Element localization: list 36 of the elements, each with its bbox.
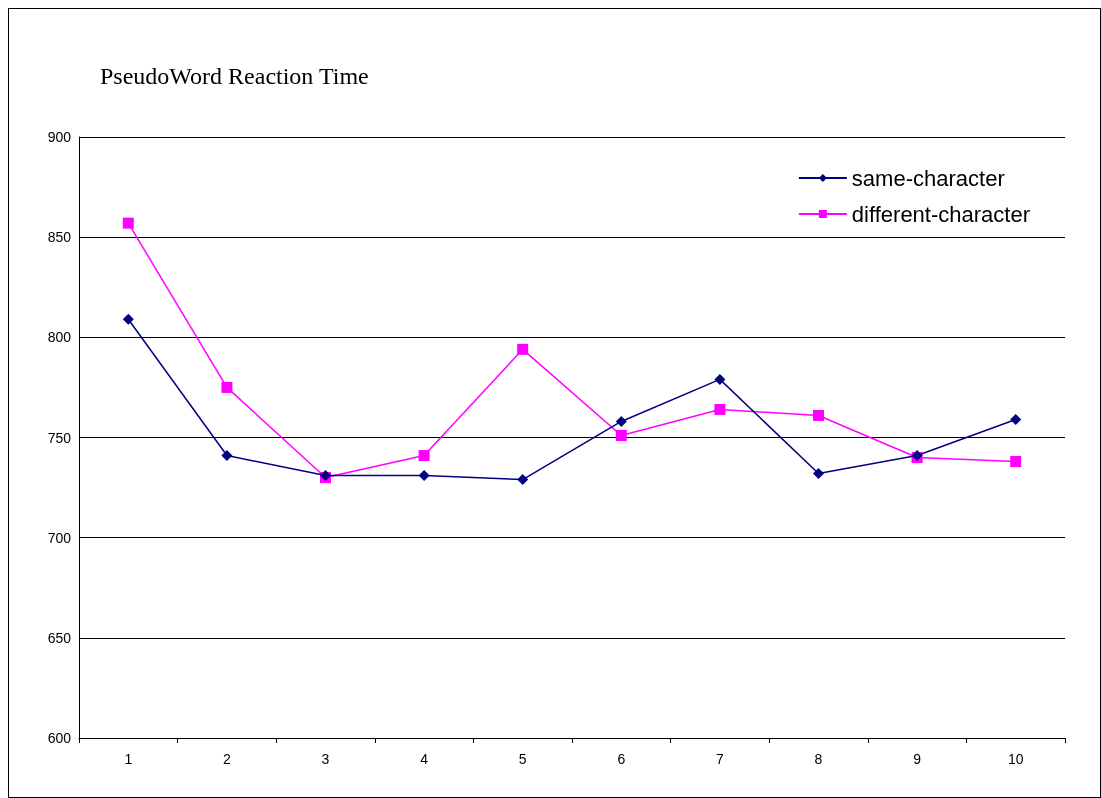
point (714, 373, 726, 385)
point (517, 343, 529, 355)
x-tick-label: 1 (124, 751, 133, 767)
y-tick-label: 650 (47, 629, 72, 646)
point (221, 381, 233, 393)
point (418, 470, 430, 482)
x-tick-label: 3 (321, 751, 330, 767)
point (122, 313, 134, 325)
x-tick-label: 4 (420, 751, 429, 767)
x-tick-label: 5 (518, 751, 527, 767)
point (221, 450, 233, 462)
point (1010, 456, 1022, 468)
x-tick-label: 6 (617, 751, 626, 767)
legend-label: same-character (851, 165, 1005, 191)
x-tick-label: 8 (814, 751, 823, 767)
point (517, 474, 529, 486)
point (813, 468, 824, 480)
point (615, 430, 627, 441)
point (714, 403, 726, 415)
x-tick-label: 9 (913, 751, 922, 767)
point (1010, 413, 1022, 425)
x-tick-label: 2 (223, 751, 231, 767)
x-tick-label: 7 (716, 751, 724, 767)
legend-label: different-character (851, 201, 1031, 227)
y-tick-label: 800 (47, 329, 72, 346)
point (122, 217, 134, 229)
chart-title: PseudoWord Reaction Time (100, 63, 369, 89)
y-tick-label: 700 (47, 529, 72, 546)
point (813, 409, 824, 421)
y-tick-label: 850 (47, 229, 72, 246)
y-tick-label: 900 (47, 129, 72, 145)
y-tick-label: 750 (47, 429, 72, 446)
point (615, 415, 627, 427)
point (418, 450, 430, 462)
x-tick-label: 10 (1007, 751, 1024, 767)
y-tick-label: 600 (47, 730, 72, 746)
